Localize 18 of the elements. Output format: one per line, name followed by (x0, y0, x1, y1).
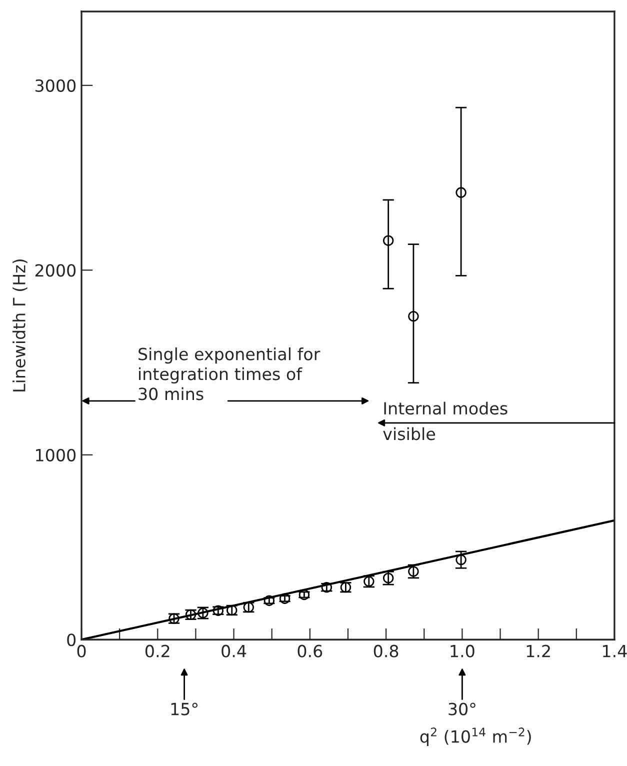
text: 30° (448, 702, 476, 716)
x-tick-label: 0 (77, 644, 86, 658)
text: 15° (171, 702, 198, 716)
x-axis-title: q$^{2}$ (10$^{14}$ m$^{−2}$) (420, 728, 531, 746)
annotation: Internal modes visible (383, 402, 508, 440)
annotation: Single exponential for integration times of 30 mins (138, 347, 320, 400)
x-tick-label: 1.4 (603, 644, 627, 658)
x-tick-label: 0.4 (222, 644, 246, 658)
x-tick-label: 1.2 (526, 644, 550, 658)
x-tick-label: 1.0 (450, 644, 474, 658)
x-tick-label: 0.6 (298, 644, 322, 658)
y-tick-label: 1000 (36, 448, 76, 462)
x-tick-label: 0.2 (145, 644, 170, 658)
y-tick-label: 2000 (35, 264, 76, 277)
y-axis-title: Linewidth Γ (Hz) (12, 260, 28, 392)
x-tick-label: 0.8 (374, 644, 398, 658)
y-tick-label: 0 (67, 634, 76, 646)
y-tick-label: 3000 (36, 79, 76, 92)
